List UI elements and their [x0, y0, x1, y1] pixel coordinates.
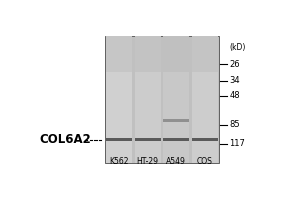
- Bar: [191, 36, 218, 72]
- Text: 85: 85: [229, 120, 240, 129]
- Text: 26: 26: [229, 60, 240, 69]
- Text: A549: A549: [166, 157, 186, 166]
- Bar: [134, 36, 161, 72]
- Text: COL6A2: COL6A2: [40, 133, 92, 146]
- Bar: [106, 36, 132, 163]
- Text: HT-29: HT-29: [136, 157, 159, 166]
- Bar: [191, 138, 218, 141]
- Bar: [134, 138, 161, 141]
- Bar: [163, 36, 189, 72]
- Text: 48: 48: [229, 91, 240, 100]
- Bar: [191, 36, 218, 163]
- Text: 34: 34: [229, 76, 240, 85]
- Text: COS: COS: [197, 157, 212, 166]
- Bar: [106, 138, 132, 141]
- Text: (kD): (kD): [229, 43, 246, 52]
- Bar: [106, 36, 132, 72]
- Bar: [105, 36, 219, 163]
- Bar: [163, 138, 189, 141]
- Bar: [134, 36, 161, 163]
- Text: 117: 117: [229, 139, 245, 148]
- Bar: [163, 119, 189, 122]
- Text: K562: K562: [110, 157, 129, 166]
- Bar: [163, 36, 189, 163]
